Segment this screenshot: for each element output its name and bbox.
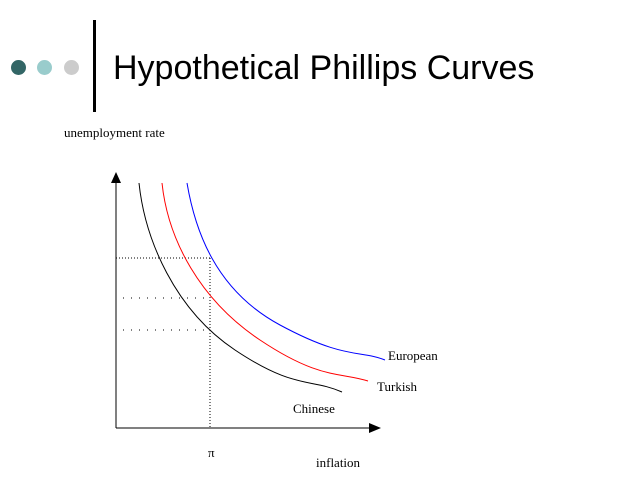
curve-label-turkish: Turkish	[377, 379, 417, 394]
title-divider	[93, 20, 96, 112]
bullet-dot-1	[11, 60, 26, 75]
slide-title: Hypothetical Phillips Curves	[113, 49, 535, 87]
curve-label-european: European	[388, 348, 438, 363]
y-axis-label: unemployment rate	[64, 125, 165, 140]
y-axis-arrow	[111, 172, 121, 183]
curve-european	[186, 182, 386, 361]
pi-marker-label: π	[208, 445, 215, 460]
bullet-dot-3	[64, 60, 79, 75]
curve-chinese	[138, 182, 343, 393]
curve-label-chinese: Chinese	[293, 401, 335, 416]
x-axis-arrow	[369, 423, 381, 433]
bullet-dot-2	[37, 60, 52, 75]
curve-turkish	[161, 182, 369, 382]
x-axis-label: inflation	[316, 455, 361, 470]
